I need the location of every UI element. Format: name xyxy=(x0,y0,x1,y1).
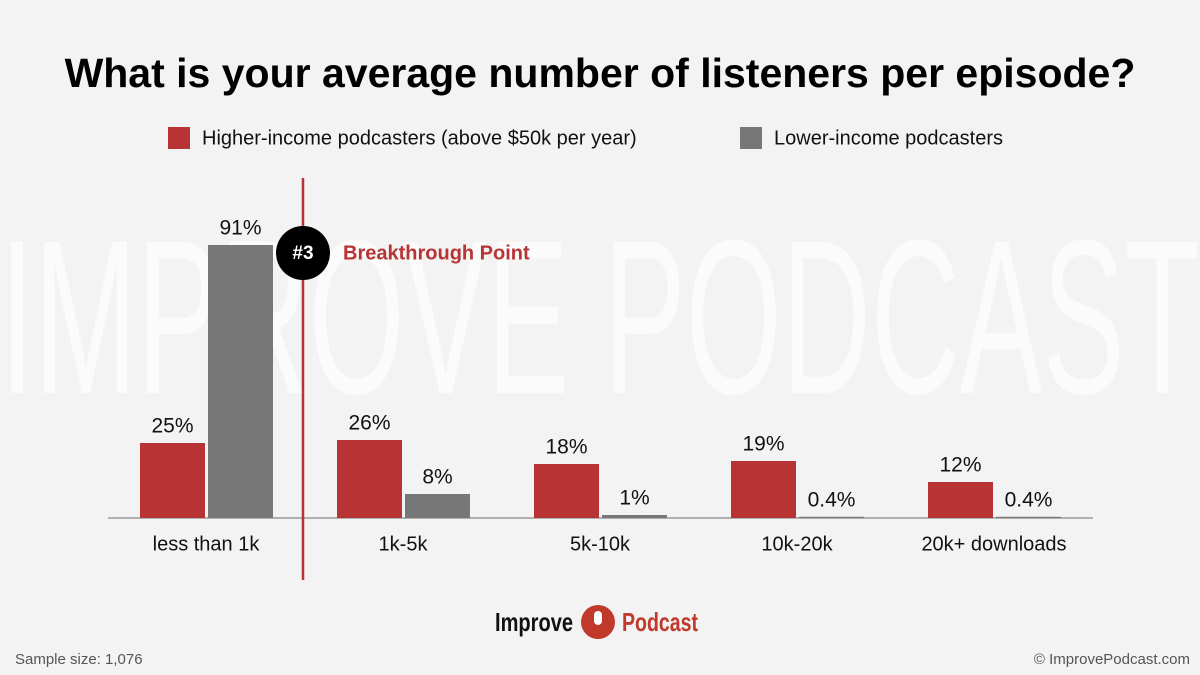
value-label: 0.4% xyxy=(808,488,856,511)
bar xyxy=(996,516,1061,518)
x-tick-label: 1k-5k xyxy=(379,533,429,555)
logo-right: Podcast xyxy=(622,607,698,637)
legend-swatch xyxy=(168,127,190,149)
legend-label: Lower-income podcasters xyxy=(774,127,1003,149)
value-label: 91% xyxy=(219,217,261,240)
value-label: 19% xyxy=(742,433,784,456)
footer-right: © ImprovePodcast.com xyxy=(1034,651,1190,668)
watermark: IMPROVE PODCAST xyxy=(0,194,1200,440)
logo-left: Improve xyxy=(495,607,573,637)
x-tick-label: 5k-10k xyxy=(570,533,631,555)
annotation-badge xyxy=(276,226,330,280)
bar xyxy=(337,440,402,518)
x-tick-label: 20k+ downloads xyxy=(921,533,1066,555)
bar xyxy=(928,482,993,518)
bar xyxy=(602,515,667,518)
bar xyxy=(208,245,273,518)
value-label: 8% xyxy=(422,466,452,489)
bars: less than 1k 25% 91% 1k-5k 26% 8% 5k-10k 18% 1% 1… xyxy=(140,217,1067,555)
footer-left: Sample size: 1,076 xyxy=(15,651,143,668)
value-label: 0.4% xyxy=(1005,488,1053,511)
legend-swatch xyxy=(740,127,762,149)
value-label: 25% xyxy=(151,415,193,438)
bar xyxy=(799,516,864,518)
x-tick-label: 10k-20k xyxy=(761,533,833,555)
bar xyxy=(405,494,470,518)
bar xyxy=(534,464,599,518)
bar xyxy=(140,443,205,518)
chart-title: What is your average number of listeners… xyxy=(65,50,1136,96)
x-tick-label: less than 1k xyxy=(153,533,261,555)
value-label: 1% xyxy=(619,487,649,510)
logo-mic xyxy=(594,611,602,625)
value-label: 12% xyxy=(939,454,981,477)
annotation-text: Breakthrough Point xyxy=(343,242,530,264)
value-label: 18% xyxy=(545,436,587,459)
value-label: 26% xyxy=(348,412,390,435)
bar xyxy=(731,461,796,518)
legend-label: Higher-income podcasters (above $50k per… xyxy=(202,127,637,149)
annotation-badge-label: #3 xyxy=(292,243,313,264)
legend: Higher-income podcasters (above $50k per… xyxy=(168,127,1003,149)
